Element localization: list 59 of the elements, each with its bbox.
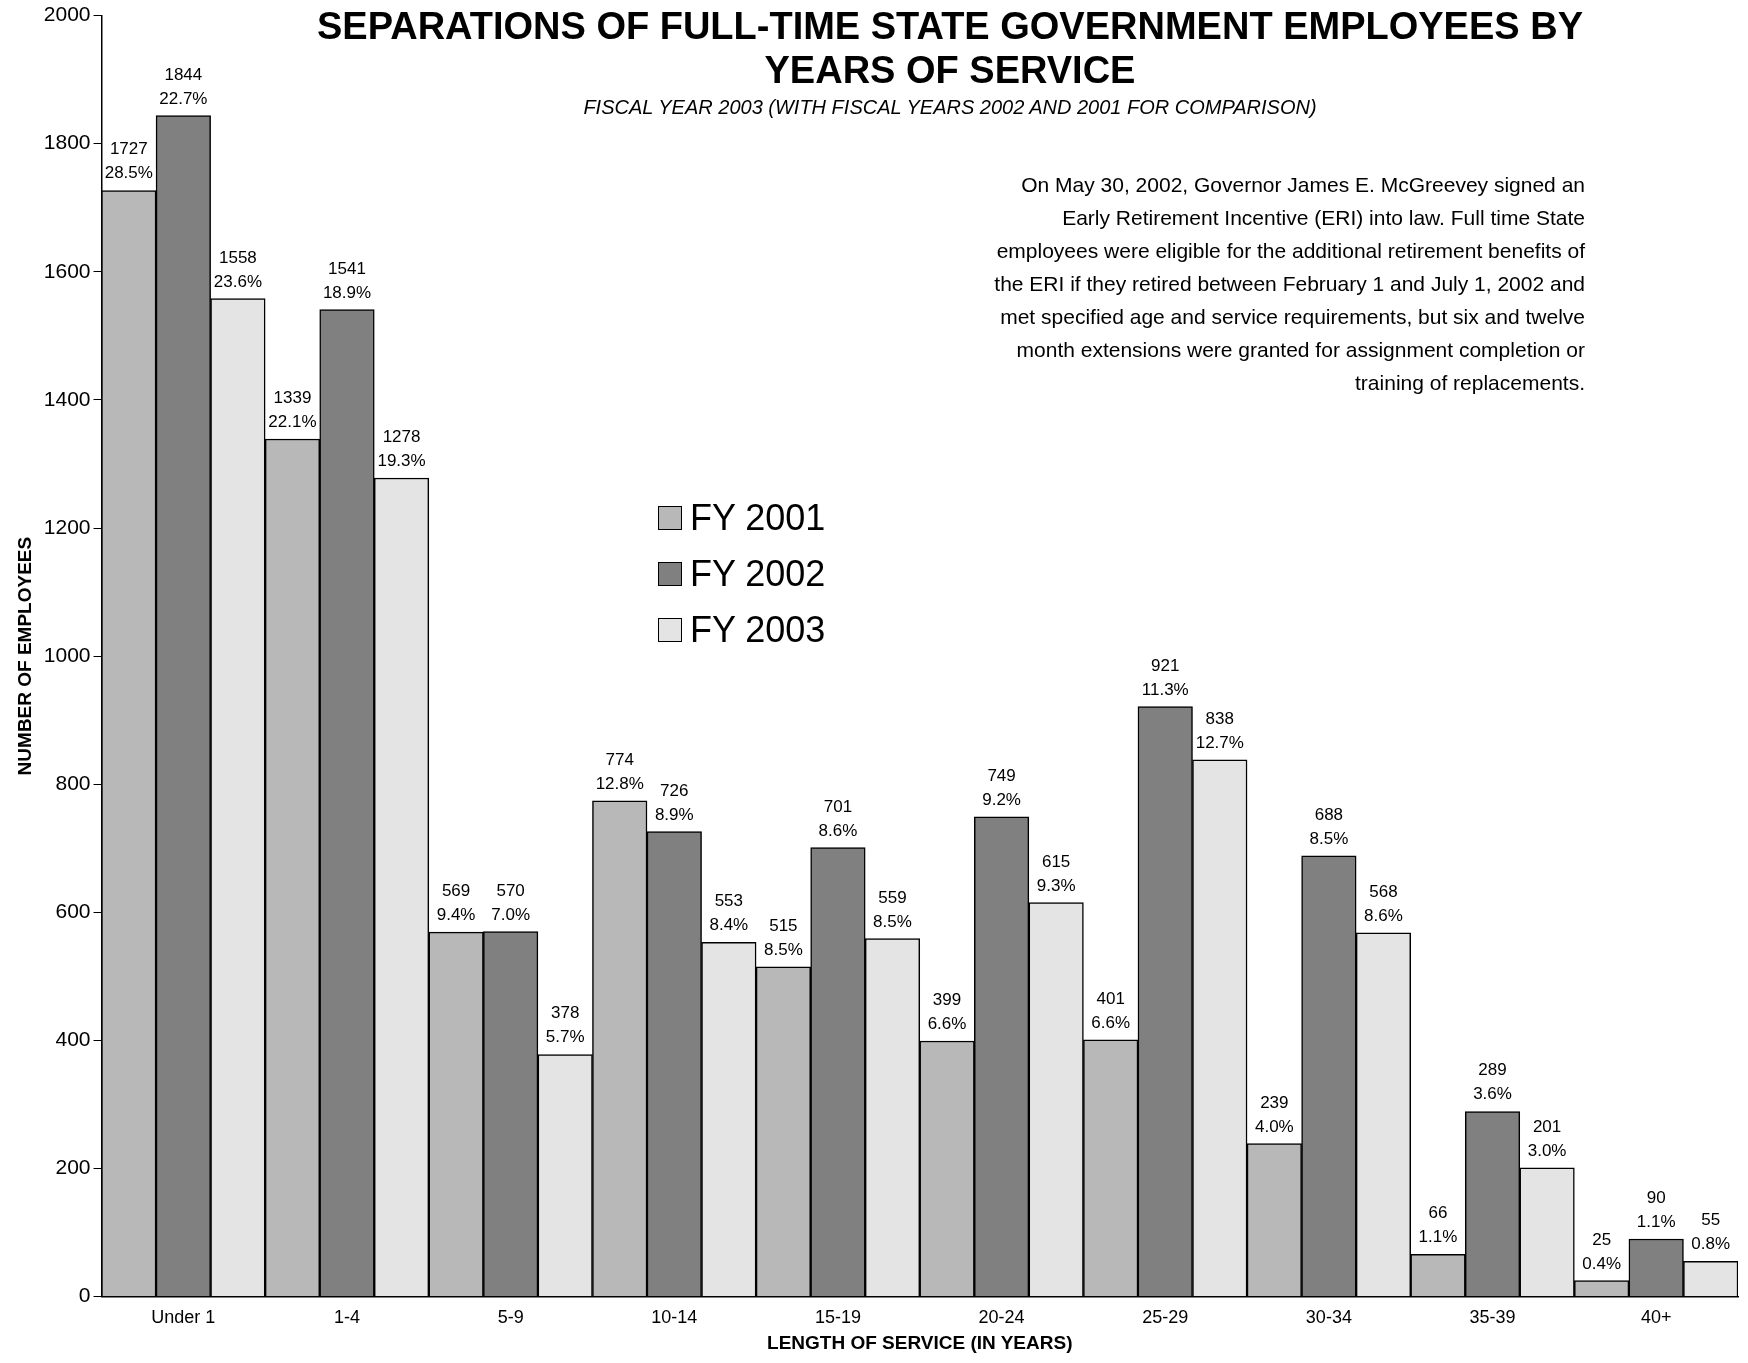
data-label: 838 12.7% xyxy=(1195,708,1244,752)
data-label: 1727 28.5% xyxy=(104,139,153,183)
data-label: 701 8.6% xyxy=(818,796,858,840)
data-label: 921 11.3% xyxy=(1141,655,1189,699)
x-tick-label: 40+ xyxy=(1640,1307,1672,1328)
data-label: 615 9.3% xyxy=(1036,851,1076,895)
data-label: 90 1.1% xyxy=(1636,1187,1676,1231)
data-label: 774 12.8% xyxy=(595,749,644,793)
data-label: 1278 19.3% xyxy=(377,427,426,471)
data-label: 570 7.0% xyxy=(491,880,531,924)
legend-label: FY 2002 xyxy=(689,551,826,596)
data-label: 399 6.6% xyxy=(927,990,967,1034)
x-tick-label: 10-14 xyxy=(651,1307,698,1328)
y-tick-label: 0 xyxy=(78,1283,91,1307)
data-label: 378 5.7% xyxy=(545,1003,585,1047)
x-tick-label: 20-24 xyxy=(978,1307,1025,1328)
data-label: 515 8.5% xyxy=(764,915,803,959)
legend-label: FY 2003 xyxy=(689,607,826,652)
data-label: 688 8.5% xyxy=(1309,804,1349,848)
data-label: 401 6.6% xyxy=(1091,988,1131,1032)
y-tick-label: 600 xyxy=(55,899,91,923)
data-label: 1558 23.6% xyxy=(213,247,262,291)
data-label: 239 4.0% xyxy=(1254,1092,1294,1136)
y-tick-label: 800 xyxy=(55,771,91,794)
x-tick-label: 25-29 xyxy=(1142,1307,1189,1328)
data-label: 553 8.4% xyxy=(709,891,749,935)
y-tick-label: 1800 xyxy=(43,130,91,154)
y-tick-label: 400 xyxy=(55,1027,91,1051)
data-label: 1339 22.1% xyxy=(268,387,317,431)
y-tick-label: 1600 xyxy=(43,258,91,282)
data-label: 569 9.4% xyxy=(436,881,476,925)
annotation: On May 30, 2002, Governor James E. McGreevey signed an Early Retirement Incentive (ERI) into law. Full time State employees were eligible for the additional retirement benefits of the ERI if they retired between February 1 and July 1, 2002 and met specified age and service requirements, but six and twelve month extensions were granted for assignment completion or training of replacements. xyxy=(993,172,1585,396)
data-label: 726 8.9% xyxy=(654,780,694,824)
y-tick-label: 1000 xyxy=(43,642,91,666)
chart-title: SEPARATIONS OF FULL-TIME STATE GOVERNMENT EMPLOYEES BY YEARS OF SERVICE xyxy=(316,4,1584,92)
data-label: 1541 18.9% xyxy=(322,258,372,302)
x-tick-label: 30-34 xyxy=(1305,1307,1352,1328)
legend-label: FY 2001 xyxy=(689,495,826,540)
x-tick-label: 1-4 xyxy=(333,1307,360,1328)
text: FISCAL YEAR 2003 (WITH FISCAL YEARS 2002 AND 2001 FOR COMPARISON) xyxy=(582,96,1318,119)
data-label: 559 8.5% xyxy=(873,887,912,931)
x-tick-label: 15-19 xyxy=(814,1307,861,1328)
y-tick-label: 1400 xyxy=(43,386,91,410)
y-tick-label: 200 xyxy=(55,1155,91,1179)
data-label: 289 3.6% xyxy=(1473,1060,1512,1104)
y-tick-label: 1200 xyxy=(43,514,91,538)
data-label: 66 1.1% xyxy=(1418,1203,1458,1247)
x-tick-label: 5-9 xyxy=(497,1307,524,1328)
data-label: 1844 22.7% xyxy=(159,64,208,108)
data-label: 749 9.2% xyxy=(982,765,1021,809)
y-axis-title: NUMBER OF EMPLOYEES xyxy=(13,536,35,776)
y-tick-label: 2000 xyxy=(43,2,91,26)
x-tick-label: Under 1 xyxy=(151,1307,216,1328)
x-axis-title: LENGTH OF SERVICE (IN YEARS) xyxy=(767,1331,1073,1353)
data-label: 568 8.6% xyxy=(1364,881,1403,925)
data-label: 25 0.4% xyxy=(1582,1229,1621,1273)
data-label: 201 3.0% xyxy=(1527,1116,1567,1160)
x-tick-label: 35-39 xyxy=(1469,1307,1516,1328)
data-label: 55 0.8% xyxy=(1691,1210,1731,1254)
